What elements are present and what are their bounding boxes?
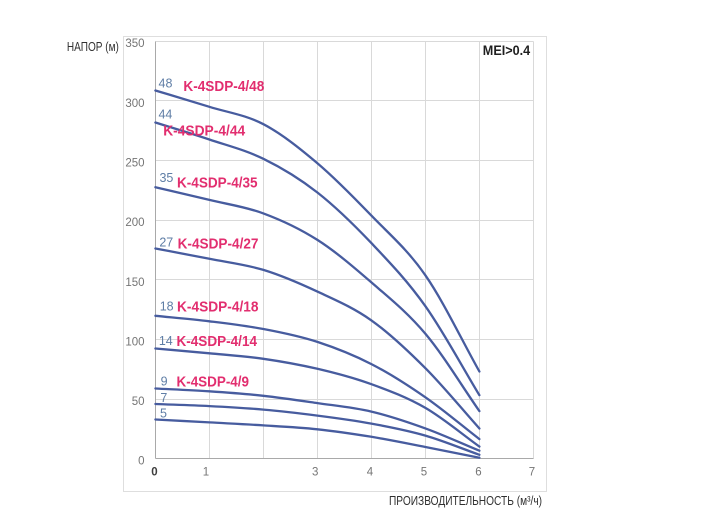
svg-text:1: 1 (203, 467, 209, 479)
svg-text:18: 18 (160, 300, 174, 314)
svg-text:K-4SDP-4/35: K-4SDP-4/35 (177, 175, 258, 192)
svg-text:6: 6 (475, 467, 481, 479)
svg-text:K-4SDP-4/48: K-4SDP-4/48 (183, 78, 264, 95)
svg-text:K-4SDP-4/44: K-4SDP-4/44 (163, 122, 246, 139)
svg-text:250: 250 (125, 158, 144, 170)
svg-text:100: 100 (125, 336, 144, 348)
svg-text:27: 27 (159, 236, 173, 250)
svg-text:350: 350 (125, 38, 144, 50)
svg-text:5: 5 (421, 467, 427, 479)
svg-text:48: 48 (159, 76, 173, 90)
svg-text:K-4SDP-4/18: K-4SDP-4/18 (177, 299, 259, 316)
svg-text:K-4SDP-4/9: K-4SDP-4/9 (177, 373, 250, 390)
svg-text:ПРОИЗВОДИТЕЛЬНОСТЬ (м³/ч): ПРОИЗВОДИТЕЛЬНОСТЬ (м³/ч) (389, 493, 542, 508)
svg-text:14: 14 (159, 334, 173, 348)
svg-text:150: 150 (125, 277, 144, 289)
svg-text:4: 4 (367, 467, 374, 479)
svg-text:0: 0 (151, 467, 157, 479)
svg-text:7: 7 (160, 391, 167, 405)
svg-text:0: 0 (138, 456, 144, 468)
svg-text:K-4SDP-4/27: K-4SDP-4/27 (178, 235, 259, 252)
svg-text:9: 9 (161, 375, 168, 389)
svg-text:7: 7 (529, 467, 535, 479)
svg-text:300: 300 (125, 98, 144, 110)
svg-text:MEI>0.4: MEI>0.4 (483, 43, 531, 58)
svg-text:5: 5 (160, 407, 167, 421)
svg-text:K-4SDP-4/14: K-4SDP-4/14 (177, 333, 258, 350)
svg-text:50: 50 (132, 396, 145, 408)
svg-text:3: 3 (312, 467, 318, 479)
svg-text:200: 200 (125, 217, 144, 229)
svg-text:35: 35 (159, 171, 173, 185)
svg-text:НАПОР (м): НАПОР (м) (67, 40, 119, 54)
svg-text:44: 44 (158, 108, 172, 122)
